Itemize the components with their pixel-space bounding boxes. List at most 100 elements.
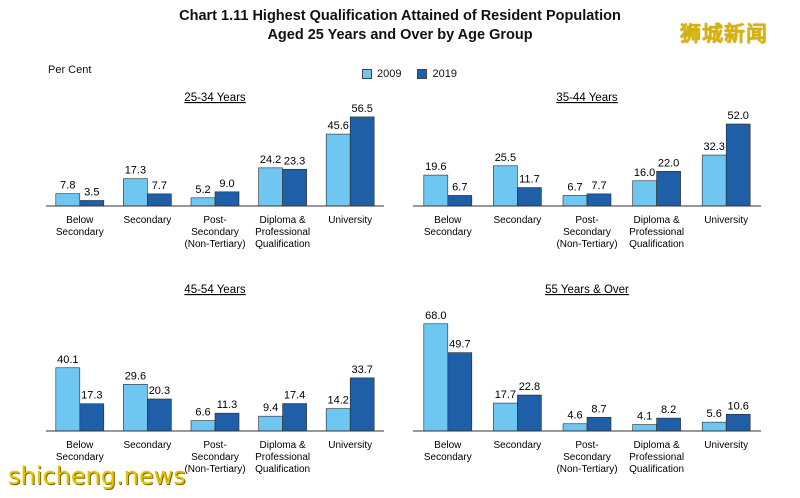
data-label-2009: 24.2 [260,154,281,166]
category-label: Below Secondary [56,440,104,463]
legend-label-2009: 2009 [377,68,402,80]
watermark-logo-en: shicheng.news [8,462,186,490]
data-label-2019: 22.0 [658,157,679,169]
data-label-2019: 17.3 [81,390,102,402]
data-label-2019: 9.0 [219,178,234,190]
bar-2009 [55,367,81,432]
data-label-2019: 8.2 [661,404,676,416]
legend-swatch-2019 [417,69,428,79]
data-label-2019: 22.8 [519,381,540,393]
category-label: Below Secondary [56,215,104,238]
data-label-2019: 6.7 [452,181,467,193]
data-label-2019: 7.7 [152,180,167,192]
bar-2009 [562,195,588,207]
bar-2019 [349,116,375,207]
bar-2009 [562,423,588,432]
chart-title: Chart 1.11 Highest Qualification Attaine… [0,7,800,45]
data-label-2009: 9.4 [263,402,278,414]
bar-2019 [586,416,612,432]
bar-2019 [349,377,375,432]
data-label-2019: 49.7 [449,339,470,351]
category-label: Diploma & Professional Qualification [255,215,310,250]
bar-2019 [656,417,681,432]
bar-2009 [123,178,148,207]
bar-2019 [656,171,681,207]
category-label: Secondary [493,215,541,226]
category-label: Diploma & Professional Qualification [629,215,684,250]
chart-panel-1: 25-34 Years 7.8 3.5 Below Secondary 17.3 7.7 Se… [46,92,384,250]
bar-2019 [79,200,105,207]
bar-2019 [147,193,172,207]
bar-2009 [190,197,216,207]
data-label-2019: 17.4 [284,390,305,402]
category-label: Diploma & Professional Qualification [629,440,684,475]
chart-panel-4: 55 Years & Over 68.0 49.7 Below Secondary 17.… [413,284,761,475]
category-label: Secondary [493,440,541,451]
bar-2009 [423,174,449,207]
legend: 2009 2019 [362,68,467,80]
data-label-2019: 33.7 [351,364,372,376]
watermark-logo-cn: 狮城新闻 [680,23,768,46]
data-label-2009: 32.3 [703,141,724,153]
category-label: Post-Secondary (Non-Tertiary) [556,440,617,475]
data-label-2009: 7.8 [60,180,75,192]
data-label-2009: 17.7 [495,389,516,401]
category-label: Secondary [123,440,171,451]
category-label: Post-Secondary (Non-Tertiary) [184,440,245,475]
data-label-2009: 45.6 [327,120,348,132]
bar-2009 [258,415,283,432]
data-label-2009: 19.6 [425,161,446,173]
data-label-2019: 3.5 [84,186,99,198]
category-label: Secondary [123,215,171,226]
panel-title: 25-34 Years [184,92,246,104]
data-label-2009: 17.3 [125,165,146,177]
category-label: Post-Secondary (Non-Tertiary) [556,215,617,250]
data-label-2009: 4.1 [637,411,652,423]
panel-title: 45-54 Years [184,284,246,296]
data-label-2009: 14.2 [327,395,348,407]
data-label-2009: 16.0 [634,167,655,179]
legend-item-2019: 2019 [417,68,457,80]
category-label: Below Secondary [424,215,472,238]
category-label: University [704,440,748,451]
data-label-2019: 56.5 [351,103,372,115]
bar-2009 [632,424,657,432]
bar-2019 [517,187,542,207]
data-label-2019: 11.7 [519,174,540,186]
data-label-2009: 4.6 [567,410,582,422]
legend-item-2009: 2009 [362,68,401,80]
chart-title-line2: Aged 25 Years and Over by Age Group [267,27,533,43]
bar-2019 [282,168,307,207]
bar-2009 [190,420,216,432]
data-label-2019: 8.7 [591,403,606,415]
data-label-2009: 6.7 [567,181,582,193]
bar-2019 [214,412,240,432]
bar-2009 [325,133,351,207]
category-label: University [328,440,372,451]
data-label-2009: 5.6 [707,408,722,420]
legend-label-2019: 2019 [432,68,457,80]
data-label-2019: 23.3 [284,155,305,167]
bar-2019 [447,352,473,432]
data-label-2009: 68.0 [425,310,446,322]
bar-2009 [55,193,81,207]
bar-2019 [725,413,751,432]
unit-label: Per Cent [48,64,92,76]
data-label-2009: 5.2 [195,184,210,196]
bar-2009 [258,167,283,207]
data-label-2009: 29.6 [125,370,146,382]
category-label: Post-Secondary (Non-Tertiary) [184,215,245,250]
data-label-2019: 10.6 [727,400,748,412]
data-label-2019: 11.3 [217,399,238,411]
category-label: University [328,215,372,226]
bar-2019 [517,394,542,432]
bar-2009 [701,421,727,432]
category-label: Below Secondary [424,440,472,463]
data-label-2019: 52.0 [727,110,748,122]
bar-2019 [214,191,240,207]
bar-2009 [325,408,351,432]
chart-panel-2: 35-44 Years 19.6 6.7 Below Secondary 25.511.7… [413,92,761,250]
bar-2019 [586,193,612,207]
panel-title: 55 Years & Over [545,284,629,296]
